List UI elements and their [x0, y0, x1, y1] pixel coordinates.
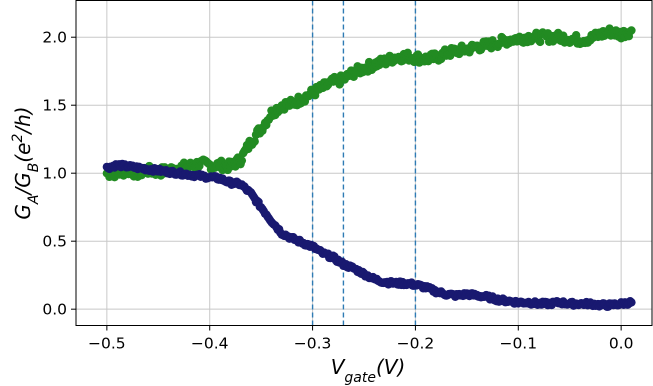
y-tick-label: 0.5 [42, 233, 67, 251]
x-tick-label: −0.1 [499, 335, 537, 353]
plot-frame [75, 0, 653, 326]
data-point [627, 298, 636, 307]
data-point [237, 156, 247, 165]
x-tick-label: −0.2 [397, 335, 435, 353]
x-tick-label: −0.5 [88, 335, 126, 353]
y-tick-label: 2.0 [42, 29, 67, 47]
data-points [102, 24, 636, 311]
series-1 [102, 159, 636, 311]
y-tick-label: 0.0 [42, 301, 67, 319]
y-axis-ticks: 0.0 0.5 1.0 1.5 2.0 [42, 29, 76, 319]
y-axis-label: GA/GB(e2/h) [10, 106, 42, 219]
data-point [535, 37, 545, 47]
series-0 [102, 24, 636, 182]
x-axis-ticks: −0.5 −0.4 −0.3 −0.2 −0.1 0.0 [88, 325, 634, 353]
vertical-lines [311, 0, 417, 326]
x-tick-label: 0.0 [609, 335, 634, 353]
data-point [250, 137, 259, 146]
x-tick-label: −0.4 [191, 335, 229, 353]
x-axis-label: Vgate(V) [331, 355, 406, 386]
y-tick-label: 1.0 [42, 165, 67, 183]
x-tick-label: −0.3 [294, 335, 332, 353]
grid [76, 0, 652, 326]
y-tick-label: 1.5 [42, 97, 67, 115]
data-point [627, 26, 636, 35]
